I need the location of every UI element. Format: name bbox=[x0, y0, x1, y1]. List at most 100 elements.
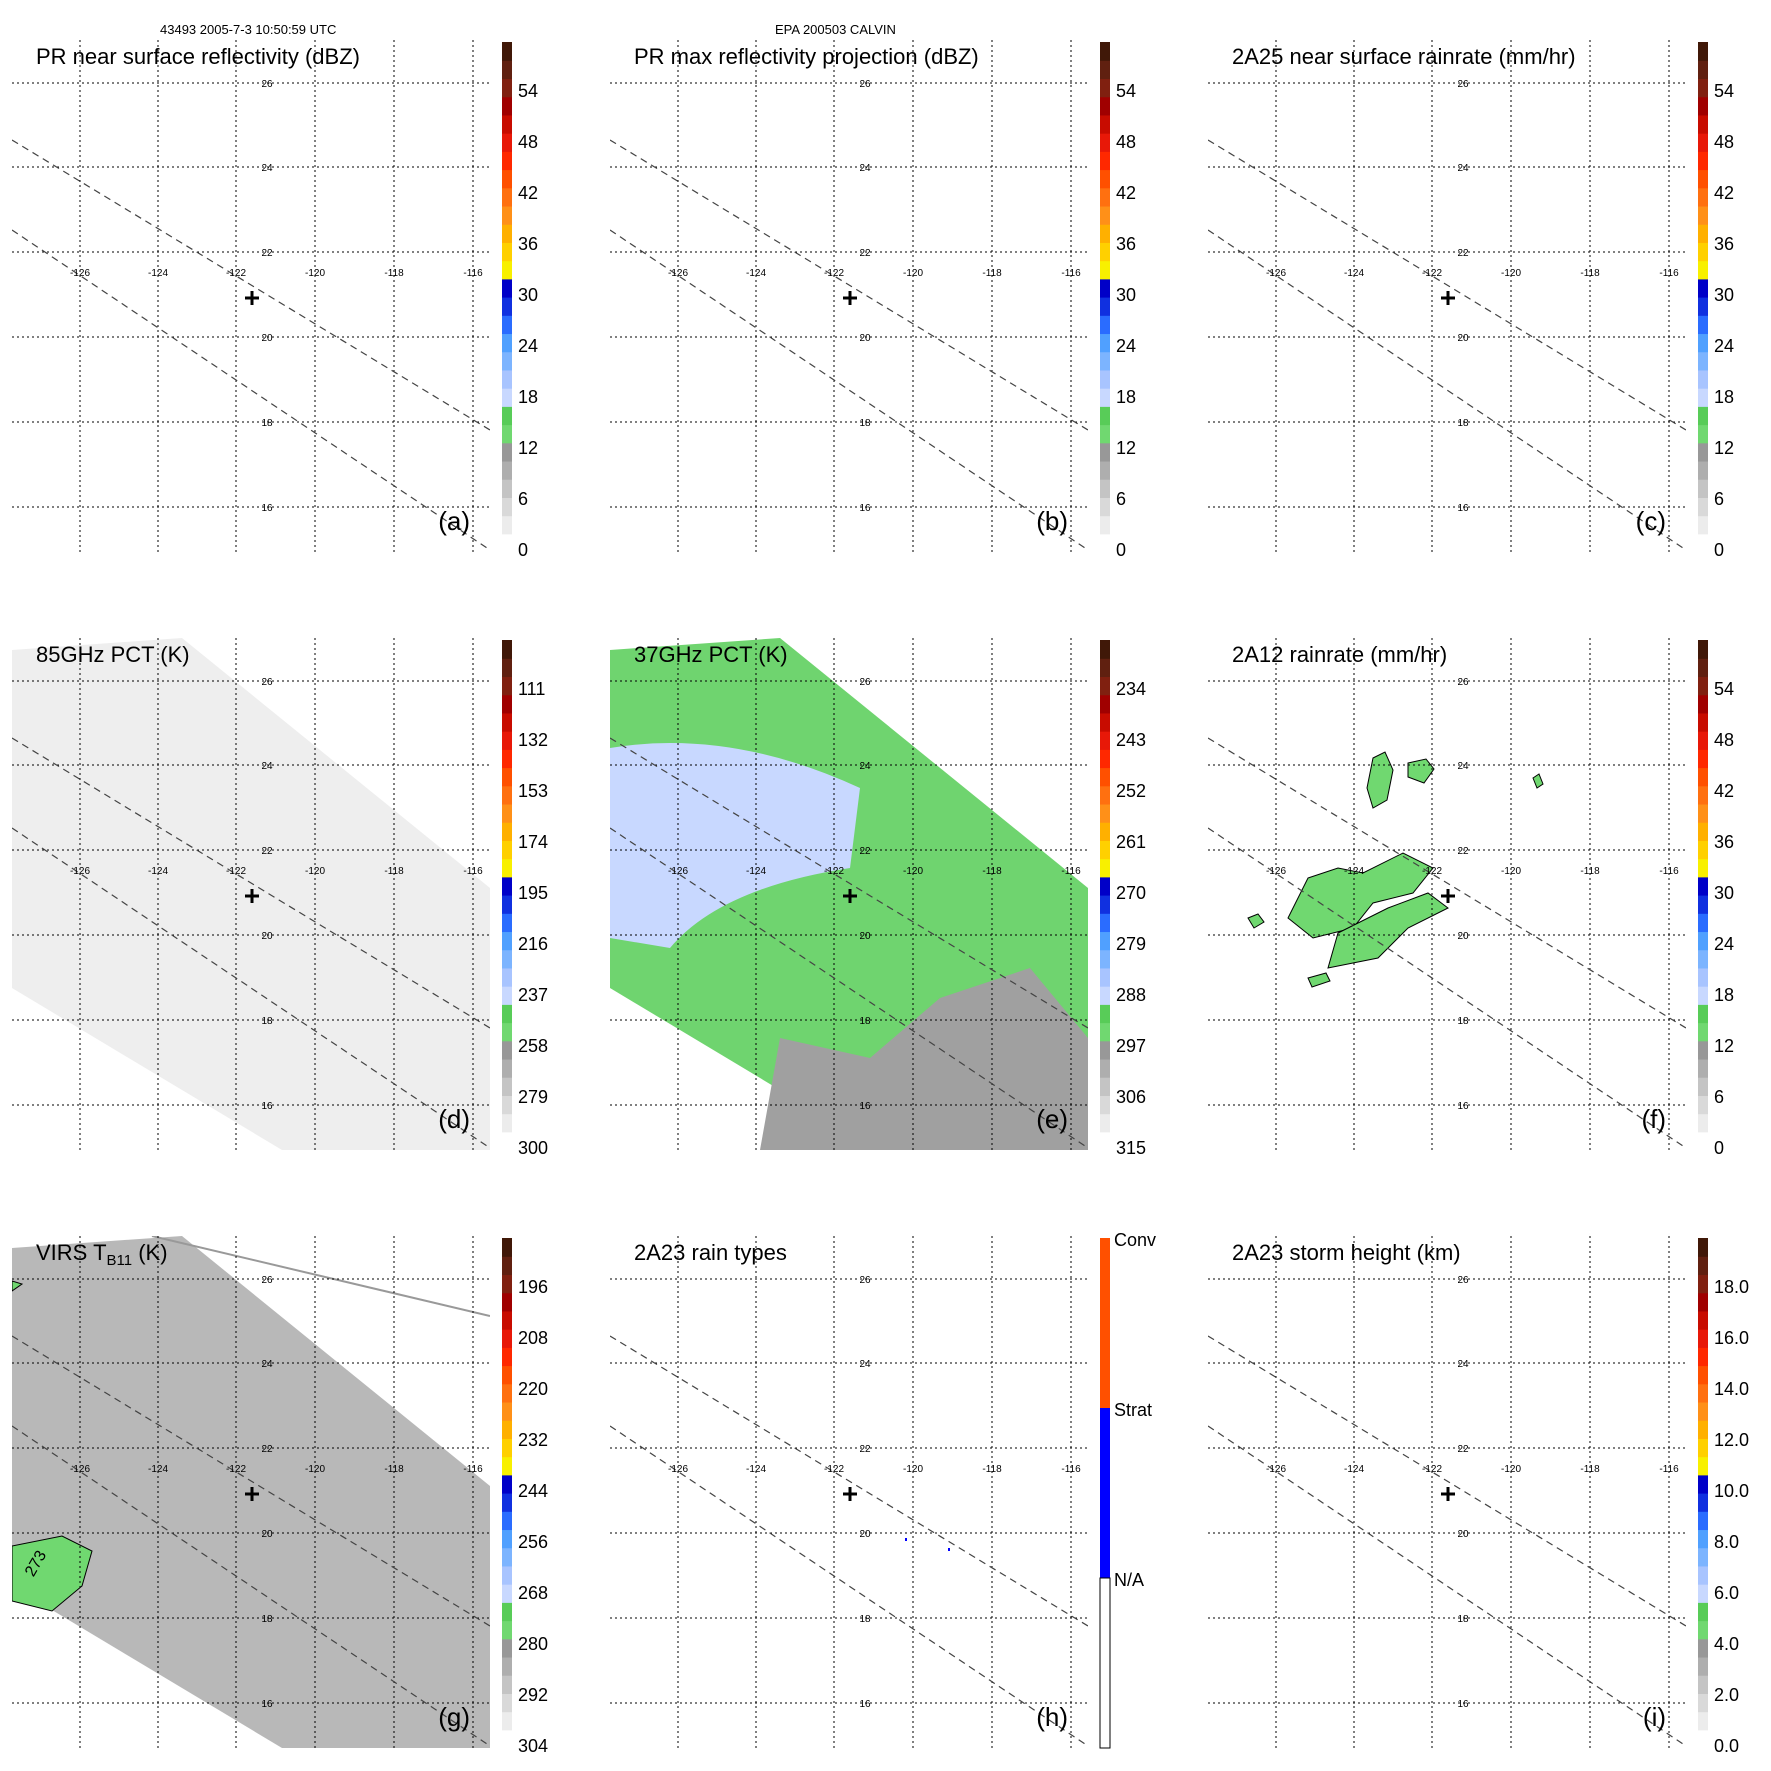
colorbar-segment bbox=[502, 1274, 512, 1294]
colorbar-tick-label: 0.0 bbox=[1714, 1736, 1739, 1756]
colorbar-segment bbox=[1698, 1656, 1708, 1676]
panel-title: 2A25 near surface rainrate (mm/hr) bbox=[1232, 44, 1576, 69]
colorbar-segment bbox=[1698, 333, 1708, 353]
colorbar-segment bbox=[1698, 1329, 1708, 1348]
colorbar-segment bbox=[1698, 406, 1708, 426]
colorbar-tick-label: 0 bbox=[1714, 1138, 1724, 1158]
panel-e: -126 -124 -122 -120 -118 -116 26 24 22 20 18 16 37GH… bbox=[610, 638, 1146, 1158]
colorbar-tick-label: 196 bbox=[518, 1277, 548, 1297]
colorbar-segment bbox=[1100, 515, 1110, 535]
pct37-cold-region bbox=[610, 743, 860, 948]
colorbar-segment bbox=[502, 224, 512, 243]
colorbar-tick-label: 111 bbox=[518, 679, 545, 699]
colorbar-segment bbox=[1100, 297, 1110, 316]
colorbar-segment bbox=[502, 1565, 512, 1585]
x-tick-label: -124 bbox=[148, 1464, 168, 1475]
y-tick-label: 16 bbox=[1457, 1699, 1469, 1710]
swath-edge-north bbox=[610, 737, 1088, 1029]
panel-f: -126 -124 -122 -120 -118 -116 26 24 22 20 18 16 2A12… bbox=[1208, 638, 1734, 1158]
colorbar-segment bbox=[1100, 640, 1110, 659]
colorbar-segment bbox=[502, 460, 512, 480]
colorbar-tick-label: 12 bbox=[1714, 438, 1734, 458]
colorbar-tick-label: 300 bbox=[518, 1138, 548, 1158]
colorbar-segment bbox=[1698, 1693, 1708, 1713]
colorbar-segment bbox=[1698, 1292, 1708, 1312]
panel-title: PR max reflectivity projection (dBZ) bbox=[634, 44, 979, 69]
colorbar-segment bbox=[1698, 694, 1708, 714]
colorbar-tick-label: 24 bbox=[1714, 934, 1734, 954]
colorbar-tick-label: 24 bbox=[1714, 336, 1734, 356]
y-tick-label: 24 bbox=[1457, 761, 1469, 772]
colorbar-tick-label: 6 bbox=[1714, 1087, 1724, 1107]
x-tick-label: -120 bbox=[1501, 1464, 1521, 1475]
panel-title: 2A23 storm height (km) bbox=[1232, 1240, 1461, 1265]
x-tick-label: -126 bbox=[1266, 1464, 1286, 1475]
x-tick-label: -118 bbox=[384, 866, 404, 877]
colorbar-tick-label: 18.0 bbox=[1714, 1277, 1749, 1297]
colorbar-tick-label: 315 bbox=[1116, 1138, 1146, 1158]
x-tick-label: -120 bbox=[903, 1464, 923, 1475]
colorbar-segment bbox=[1698, 388, 1708, 407]
colorbar-tick-label: 30 bbox=[1714, 285, 1734, 305]
colorbar-tick-label: 42 bbox=[1116, 183, 1136, 203]
colorbar-tick-label: 0 bbox=[1714, 540, 1724, 560]
colorbar-segment bbox=[1100, 351, 1110, 371]
y-tick-label: 22 bbox=[261, 846, 273, 857]
colorbar-segment bbox=[502, 694, 512, 714]
x-tick-label: -124 bbox=[746, 268, 766, 279]
colorbar-segment bbox=[502, 60, 512, 80]
colorbar-segment bbox=[1100, 133, 1110, 152]
y-tick-label: 24 bbox=[261, 163, 273, 174]
x-tick-label: -116 bbox=[1659, 866, 1679, 877]
colorbar-segment bbox=[1100, 479, 1110, 498]
colorbar-tick-label: 237 bbox=[518, 985, 548, 1005]
colorbar-tick-label: 0 bbox=[518, 540, 528, 560]
x-tick-label: -118 bbox=[384, 1464, 404, 1475]
colorbar-segment bbox=[502, 1474, 512, 1494]
x-tick-label: -116 bbox=[463, 866, 483, 877]
virs-cold-cloud bbox=[12, 1535, 93, 1612]
rain-patch-0 bbox=[1287, 852, 1434, 939]
colorbar-segment bbox=[1100, 676, 1110, 696]
colorbar-segment bbox=[1698, 1420, 1708, 1439]
panel-a: -126 -124 -122 -120 -118 -116 26 24 22 20 18 16 PR n… bbox=[12, 40, 538, 560]
colorbar-segment bbox=[1100, 205, 1110, 225]
rain-patch-5 bbox=[1307, 972, 1331, 988]
colorbar-segment bbox=[502, 1693, 512, 1713]
colorbar-segment bbox=[502, 785, 512, 805]
colorbar-segment bbox=[1698, 515, 1708, 535]
colorbar-tick-label: 256 bbox=[518, 1532, 548, 1552]
strat-pixel bbox=[905, 1538, 907, 1541]
colorbar-tick-label: 30 bbox=[1116, 285, 1136, 305]
colorbar-segment bbox=[502, 1329, 512, 1348]
y-tick-label: 26 bbox=[859, 79, 871, 90]
y-tick-label: 24 bbox=[859, 1359, 871, 1370]
colorbar-segment bbox=[1698, 785, 1708, 805]
colorbar-segment bbox=[502, 1095, 512, 1115]
colorbar-segment bbox=[1698, 1058, 1708, 1078]
colorbar-segment bbox=[1100, 369, 1110, 389]
colorbar-segment bbox=[1698, 1620, 1708, 1640]
panel-label: (d) bbox=[438, 1104, 470, 1134]
swath-edge-north bbox=[12, 139, 490, 431]
colorbar-segment bbox=[502, 840, 512, 860]
x-tick-label: -120 bbox=[1501, 268, 1521, 279]
rain-patch-1 bbox=[1327, 892, 1449, 969]
y-tick-label: 20 bbox=[1457, 333, 1469, 344]
colorbar-tick-label: 42 bbox=[1714, 183, 1734, 203]
colorbar-segment bbox=[1100, 712, 1110, 732]
colorbar-segment bbox=[502, 151, 512, 171]
colorbar-tick-label: 16.0 bbox=[1714, 1328, 1749, 1348]
x-tick-label: -118 bbox=[982, 268, 1002, 279]
colorbar-segment bbox=[1100, 731, 1110, 750]
y-tick-label: 20 bbox=[261, 333, 273, 344]
colorbar-tick-label: 304 bbox=[518, 1736, 548, 1756]
colorbar-tick-label: 36 bbox=[518, 234, 538, 254]
colorbar-tick-label: 252 bbox=[1116, 781, 1146, 801]
colorbar-segment bbox=[1698, 967, 1708, 987]
colorbar-segment bbox=[502, 497, 512, 517]
colorbar-tick-label: 30 bbox=[1714, 883, 1734, 903]
swath-edge-north bbox=[12, 737, 490, 1029]
colorbar-segment bbox=[502, 1401, 512, 1421]
